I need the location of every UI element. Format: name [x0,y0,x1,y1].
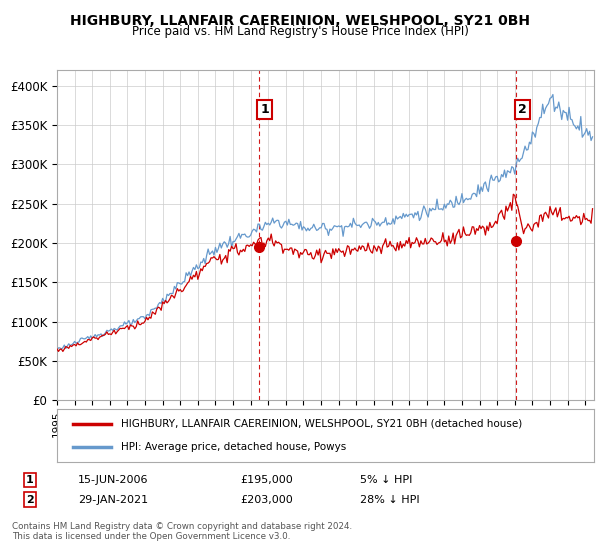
Text: Contains HM Land Registry data © Crown copyright and database right 2024.
This d: Contains HM Land Registry data © Crown c… [12,522,352,542]
Text: 15-JUN-2006: 15-JUN-2006 [78,475,149,485]
Text: 2: 2 [518,103,527,116]
Text: HIGHBURY, LLANFAIR CAEREINION, WELSHPOOL, SY21 0BH (detached house): HIGHBURY, LLANFAIR CAEREINION, WELSHPOOL… [121,419,523,429]
Text: HPI: Average price, detached house, Powys: HPI: Average price, detached house, Powy… [121,442,347,452]
Text: HIGHBURY, LLANFAIR CAEREINION, WELSHPOOL, SY21 0BH: HIGHBURY, LLANFAIR CAEREINION, WELSHPOOL… [70,14,530,28]
Text: 28% ↓ HPI: 28% ↓ HPI [360,494,419,505]
Text: 1: 1 [260,103,269,116]
Text: £203,000: £203,000 [240,494,293,505]
Text: £195,000: £195,000 [240,475,293,485]
Text: 29-JAN-2021: 29-JAN-2021 [78,494,148,505]
Text: 1: 1 [26,475,34,485]
Text: 2: 2 [26,494,34,505]
Text: 5% ↓ HPI: 5% ↓ HPI [360,475,412,485]
Text: Price paid vs. HM Land Registry's House Price Index (HPI): Price paid vs. HM Land Registry's House … [131,25,469,38]
